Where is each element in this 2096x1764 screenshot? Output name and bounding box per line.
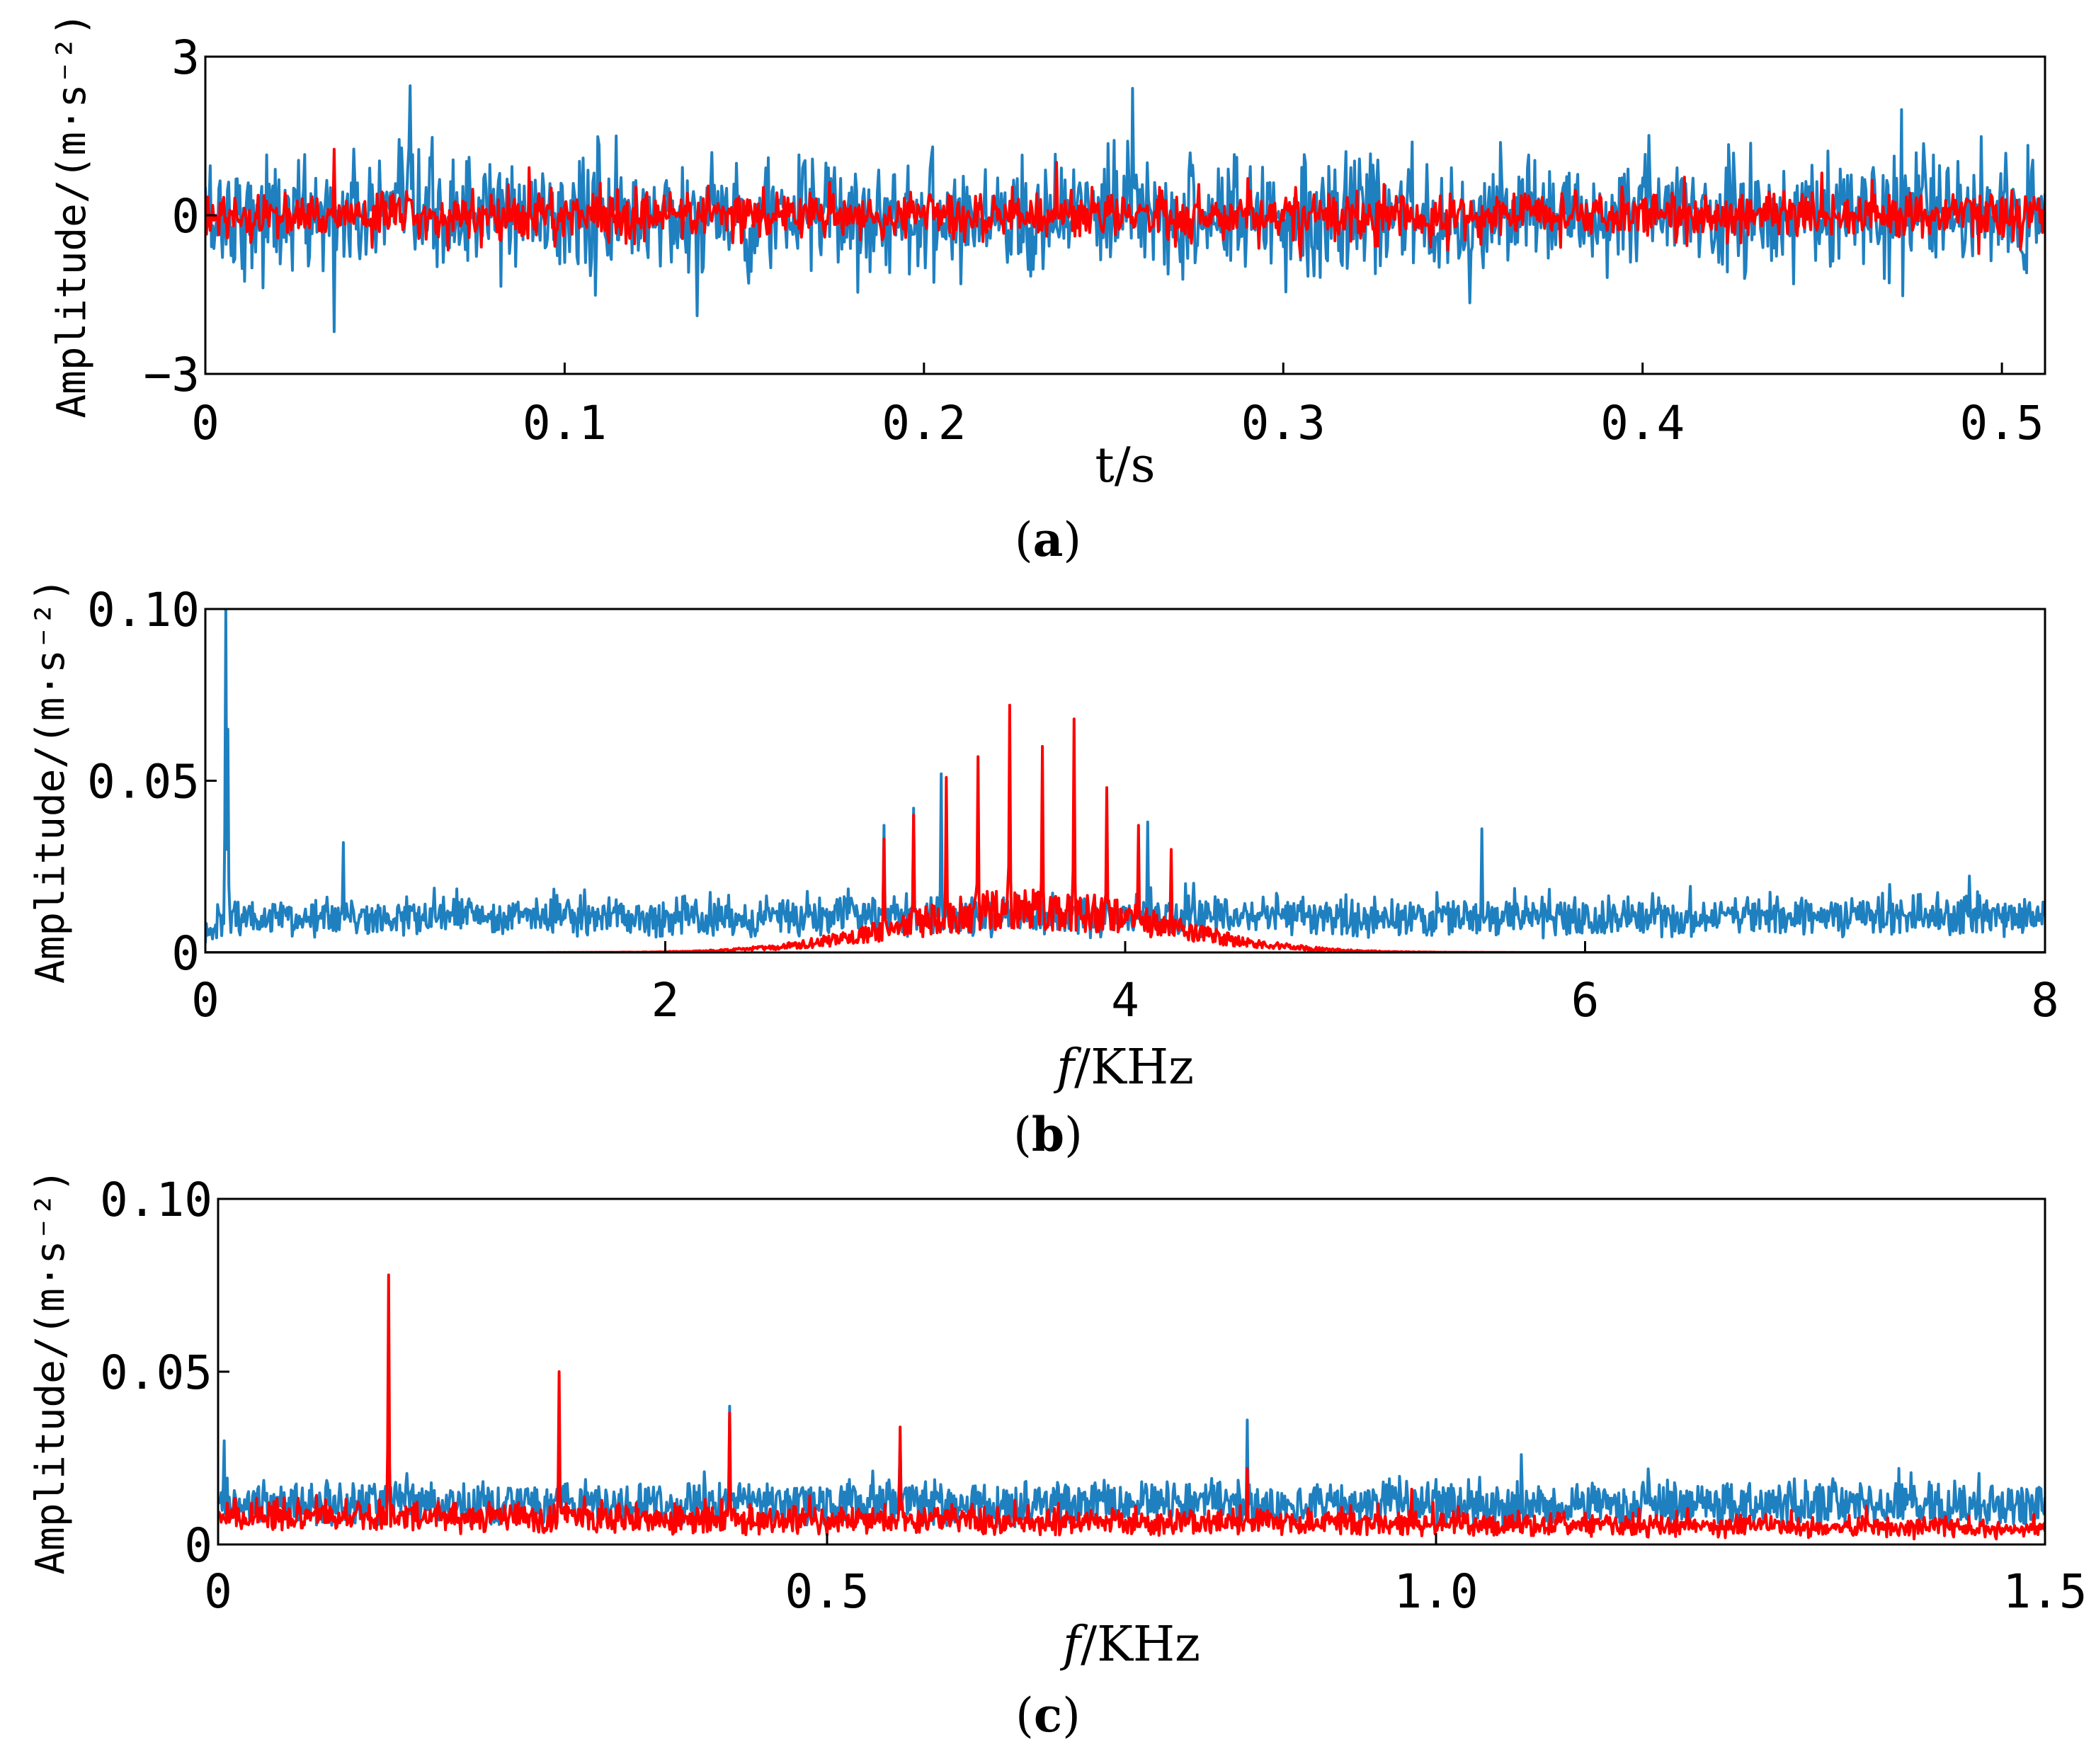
panel-c: 0 0.5 1.0 1.5 0 0.05 0.10 f/KHz Amplitude/(m·s⁻²… — [28, 1168, 2088, 1743]
x-axis-label: t/s — [1095, 438, 1155, 494]
x-tick-label: 0.5 — [785, 1564, 869, 1619]
panel-a: 0 0.1 0.2 0.3 0.4 0.5−303t/sAmplitude/(m·s⁻²)… — [49, 12, 2046, 567]
y-tick-label: 0 — [184, 1518, 212, 1573]
series-red-line — [218, 1273, 2045, 1541]
x-tick-label: 8 — [2031, 973, 2059, 1028]
y-tick-label: 3 — [171, 30, 200, 85]
x-tick-label: 0.5 — [1960, 396, 2044, 450]
series-red-line — [205, 147, 2045, 258]
x-tick-label: 0.4 — [1600, 396, 1685, 450]
y-tick-label: 0.10 — [100, 1173, 212, 1227]
x-axis-label: f/KHz — [1059, 1617, 1200, 1673]
y-tick-label: 0.05 — [87, 755, 200, 809]
y-axis-label: Amplitude/(m·s⁻²) — [28, 1168, 74, 1574]
y-tick-label: 0.10 — [87, 583, 200, 637]
series-blue-line — [205, 609, 2045, 944]
panel-caption: (b) — [1013, 1107, 1083, 1162]
x-tick-label: 2 — [651, 973, 680, 1028]
x-tick-label: 1.5 — [2003, 1564, 2087, 1619]
series-blue-line — [205, 84, 2045, 334]
x-tick-label: 6 — [1571, 973, 1600, 1028]
x-tick-label: 0.2 — [882, 396, 966, 450]
x-tick-label: 0.3 — [1241, 396, 1326, 450]
x-tick-label: 1.0 — [1394, 1564, 1478, 1619]
x-tick-label: 0 — [204, 1564, 232, 1619]
x-tick-label: 0.1 — [523, 396, 607, 450]
y-tick-label: 0.05 — [100, 1345, 212, 1400]
y-axis-label: Amplitude/(m·s⁻²) — [28, 578, 74, 984]
y-tick-label: 0 — [171, 189, 200, 244]
x-tick-label: 0 — [191, 396, 220, 450]
panel-caption: (a) — [1015, 512, 1081, 567]
series-red-line — [205, 703, 2045, 952]
x-axis-label: f/KHz — [1053, 1040, 1194, 1096]
x-tick-label: 4 — [1111, 973, 1139, 1028]
panel-b: 0 2 4 6 8 0 0.05 0.10 f/KHz Amplitude/(m·s⁻²) (b) — [28, 578, 2059, 1162]
y-tick-label: 0 — [171, 926, 200, 981]
y-tick-label: −3 — [144, 348, 200, 402]
panel-caption: (c) — [1015, 1688, 1081, 1743]
y-axis-label: Amplitude/(m·s⁻²) — [49, 12, 95, 418]
x-tick-label: 0 — [191, 973, 220, 1028]
